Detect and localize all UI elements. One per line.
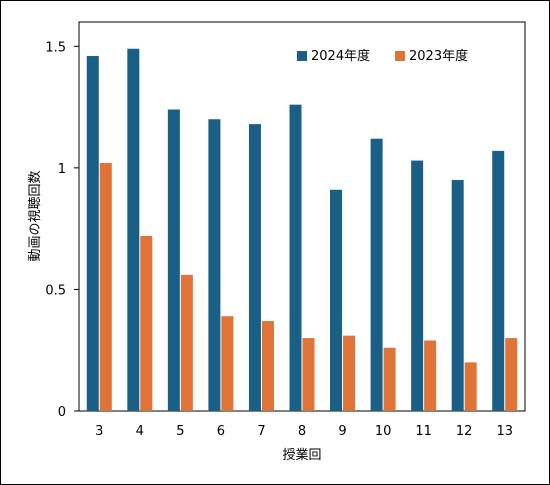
legend-swatch-2023 (395, 51, 405, 61)
y-axis-title: 動画の視聴回数 (28, 170, 43, 261)
bar-2023年度-5 (180, 274, 193, 411)
y-tick-label: 0.5 (45, 283, 66, 298)
bar-2024年度-3 (86, 56, 99, 411)
bar-2024年度-5 (167, 109, 180, 412)
bar-2024年度-6 (208, 119, 221, 411)
legend: 2024年度 2023年度 (297, 48, 468, 64)
bar-2023年度-9 (343, 335, 356, 411)
legend-swatch-2024 (297, 51, 307, 61)
bar-2024年度-9 (330, 189, 343, 411)
legend-label-2024: 2024年度 (311, 48, 370, 64)
bar-2023年度-10 (383, 347, 396, 411)
bar-2023年度-7 (261, 321, 274, 411)
x-tick-label: 10 (375, 424, 392, 439)
bar-2024年度-4 (127, 48, 140, 412)
plot-area-border (78, 21, 526, 412)
bar-2023年度-4 (140, 235, 153, 411)
x-tick-label: 11 (415, 424, 432, 439)
bar-2024年度-10 (370, 138, 383, 411)
x-axis-title: 授業回 (282, 447, 321, 463)
x-tick-label: 8 (298, 424, 306, 439)
bar-2023年度-8 (302, 338, 315, 411)
x-tick-label: 13 (496, 424, 513, 439)
bar-2024年度-11 (411, 160, 424, 411)
bar-2024年度-8 (289, 104, 302, 411)
y-tick-label: 1 (58, 162, 66, 177)
bar-2023年度-3 (99, 163, 112, 411)
bar-2024年度-13 (492, 150, 505, 411)
bar-2024年度-12 (451, 180, 464, 411)
x-tick-label: 4 (136, 424, 144, 439)
y-axis-ticks: 0 0.5 1 1.5 (45, 40, 79, 420)
x-tick-label: 6 (217, 424, 225, 439)
x-axis-ticks: 3 4 5 6 7 8 9 10 11 12 13 (95, 424, 513, 439)
bar-2023年度-13 (505, 338, 518, 411)
x-tick-label: 5 (176, 424, 184, 439)
x-tick-label: 12 (456, 424, 473, 439)
legend-label-2023: 2023年度 (409, 48, 468, 64)
bar-2023年度-6 (221, 316, 234, 411)
bar-2023年度-11 (424, 340, 437, 411)
x-tick-label: 9 (338, 424, 346, 439)
bar-2023年度-12 (464, 362, 477, 411)
bar-2024年度-7 (248, 124, 261, 412)
y-tick-label: 0 (58, 405, 66, 420)
x-tick-label: 7 (257, 424, 265, 439)
x-tick-label: 3 (95, 424, 103, 439)
bars-group (86, 48, 518, 412)
y-tick-label: 1.5 (45, 40, 66, 55)
